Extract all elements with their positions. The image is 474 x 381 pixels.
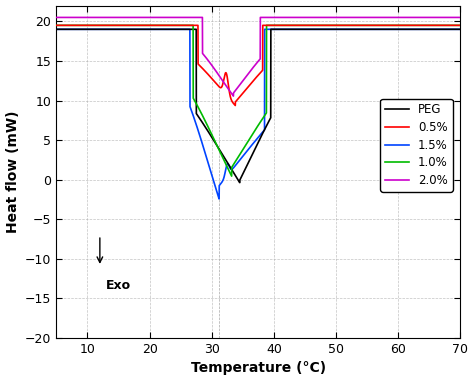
Legend: PEG, 0.5%, 1.5%, 1.0%, 2.0%: PEG, 0.5%, 1.5%, 1.0%, 2.0%: [380, 99, 453, 192]
Text: Exo: Exo: [106, 279, 131, 292]
X-axis label: Temperature (°C): Temperature (°C): [191, 362, 326, 375]
Y-axis label: Heat flow (mW): Heat flow (mW): [6, 110, 19, 233]
